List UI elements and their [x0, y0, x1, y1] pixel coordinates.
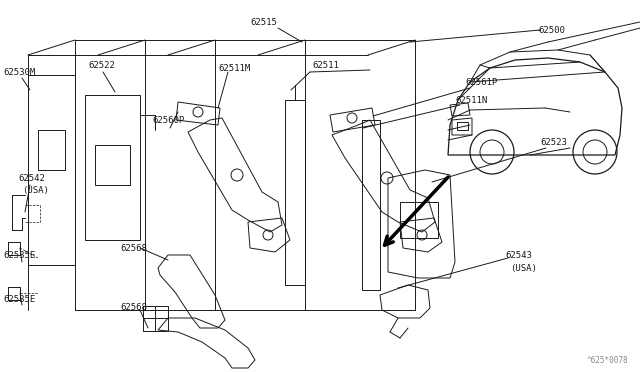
Text: 62511: 62511 — [312, 61, 339, 70]
Text: 62511M: 62511M — [218, 64, 250, 73]
Text: (USA): (USA) — [22, 186, 49, 195]
Text: 62530M: 62530M — [3, 67, 35, 77]
Text: 62535E: 62535E — [3, 250, 35, 260]
Text: 62535E: 62535E — [3, 295, 35, 305]
Text: 62568: 62568 — [120, 304, 147, 312]
Text: 62568: 62568 — [120, 244, 147, 253]
Text: 62522: 62522 — [88, 61, 115, 70]
Text: 62500: 62500 — [538, 26, 565, 35]
Text: 62543: 62543 — [505, 250, 532, 260]
Text: (USA): (USA) — [510, 263, 537, 273]
Text: 62561P: 62561P — [465, 77, 497, 87]
Text: 62523: 62523 — [540, 138, 567, 147]
Text: 62542: 62542 — [18, 173, 45, 183]
Text: 62515: 62515 — [250, 17, 277, 26]
Text: 62511N: 62511N — [455, 96, 487, 105]
Text: 62560P: 62560P — [152, 115, 184, 125]
Text: ^625*0078: ^625*0078 — [586, 356, 628, 365]
